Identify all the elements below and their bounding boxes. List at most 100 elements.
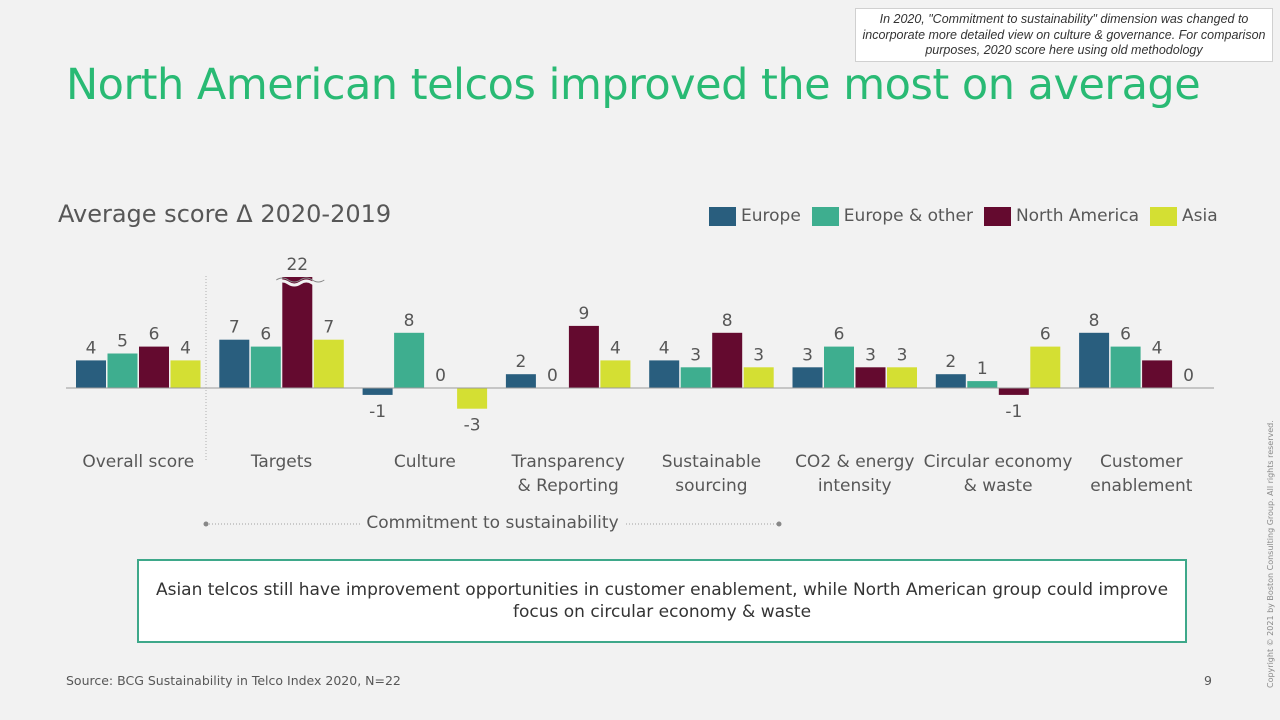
category-label-line: & Reporting [517, 476, 619, 496]
legend-item-europe-other: Europe & other [811, 206, 973, 226]
bar-sustainable-sourcing-asia [743, 367, 774, 388]
legend-label: Europe & other [843, 206, 973, 226]
legend-item-europe: Europe [709, 206, 801, 226]
bar-circular-economy-waste-europe-other [967, 381, 998, 388]
data-label: 8 [1089, 311, 1100, 331]
bar-circular-economy-waste-north-america [998, 388, 1029, 395]
legend-swatch [811, 206, 839, 226]
legend-swatch [709, 206, 736, 226]
page-number: 9 [1204, 673, 1212, 688]
data-label: -3 [464, 416, 481, 436]
data-label: 3 [865, 345, 876, 365]
data-label: 0 [435, 366, 446, 386]
data-label: 6 [834, 325, 845, 345]
category-label-line: Culture [393, 452, 456, 472]
bar-overall-score-europe-other [107, 353, 138, 388]
axis-break-mark [275, 279, 326, 287]
legend-item-asia: Asia [1150, 206, 1218, 226]
methodology-note: In 2020, "Commitment to sustainability" … [855, 8, 1273, 62]
category-label: Customer enablement [1066, 450, 1216, 498]
category-label-line: Circular economy [923, 452, 1073, 472]
legend-item-north-america: North America [983, 206, 1140, 226]
data-label: 22 [286, 255, 308, 275]
bar-transparency-reporting-north-america [568, 325, 599, 388]
legend-label: Europe [741, 206, 801, 226]
bar-sustainable-sourcing-north-america [712, 332, 743, 388]
category-label: Transparency & Reporting [493, 450, 643, 498]
category-label-line: CO2 & energy [795, 452, 915, 472]
data-label: 7 [229, 318, 240, 338]
bar-co2-energy-intensity-europe [792, 367, 823, 388]
bar-co2-energy-intensity-europe-other [824, 346, 854, 388]
data-label: 0 [547, 366, 558, 386]
data-label: 8 [404, 311, 415, 331]
data-label: 2 [945, 352, 956, 372]
category-label-line: Sustainable [661, 452, 762, 472]
data-label: 6 [260, 325, 271, 345]
bar-culture-europe [362, 388, 393, 395]
category-label-line: sourcing [675, 476, 748, 496]
bar-culture-asia [457, 388, 488, 409]
data-label: 0 [1183, 366, 1194, 386]
chart-legend: Europe Europe & other North America Asia [709, 206, 1229, 226]
data-label: 6 [149, 325, 160, 345]
data-label: 1 [977, 359, 988, 379]
category-label-line: Transparency [511, 452, 625, 472]
data-label: 9 [578, 304, 589, 324]
axis-break-line [276, 277, 325, 283]
bar-customer-enablement-europe-other [1110, 346, 1141, 388]
category-label-line: Customer [1100, 452, 1183, 472]
category-label-line: Overall score [82, 452, 195, 472]
data-label: 3 [753, 345, 764, 365]
page-title: North American telcos improved the most … [66, 60, 1201, 110]
bar-overall-score-north-america [139, 346, 169, 388]
bar-sustainable-sourcing-europe-other [680, 367, 711, 388]
data-label: 7 [323, 318, 334, 338]
data-label: 6 [1120, 325, 1131, 345]
data-label: 3 [802, 345, 813, 365]
bar-targets-north-america [282, 277, 313, 388]
commitment-label: Commitment to sustainability [360, 513, 625, 533]
bar-transparency-reporting-asia [600, 360, 631, 388]
legend-label: North America [1015, 206, 1140, 226]
data-label: 4 [1152, 338, 1163, 358]
copyright-notice: Copyright © 2021 by Boston Consulting Gr… [1266, 420, 1275, 688]
bar-circular-economy-waste-europe [935, 374, 966, 388]
data-label: 8 [722, 311, 733, 331]
category-label-line: & waste [963, 476, 1033, 496]
bar-co2-energy-intensity-north-america [855, 367, 886, 388]
category-label-line: enablement [1090, 476, 1193, 496]
category-label-line: Targets [250, 452, 313, 472]
category-label: Circular economy & waste [923, 450, 1073, 498]
bar-circular-economy-waste-asia [1030, 346, 1061, 388]
insight-callout: Asian telcos still have improvement oppo… [137, 559, 1187, 643]
data-label: 4 [86, 338, 97, 358]
category-label: Overall score [63, 450, 213, 474]
data-label: 6 [1040, 325, 1051, 345]
bar-co2-energy-intensity-asia [887, 367, 917, 388]
bar-targets-asia [313, 339, 344, 388]
legend-label: Asia [1182, 206, 1218, 226]
bar-overall-score-europe [76, 360, 106, 388]
data-label: 3 [690, 345, 701, 365]
data-label: -1 [369, 402, 386, 422]
bar-customer-enablement-europe [1079, 332, 1110, 388]
bar-overall-score-asia [170, 360, 201, 388]
category-label: Targets [207, 450, 357, 474]
category-label: CO2 & energy intensity [780, 450, 930, 498]
data-label: 5 [117, 332, 128, 352]
data-label: 3 [897, 345, 908, 365]
category-label-line: intensity [817, 476, 892, 496]
source-note: Source: BCG Sustainability in Telco Inde… [66, 673, 401, 688]
data-label: 4 [180, 338, 191, 358]
category-label: Culture [350, 450, 500, 474]
bar-transparency-reporting-europe [505, 374, 536, 388]
bar-targets-europe [219, 339, 250, 388]
commitment-bracket [203, 521, 782, 527]
bar-customer-enablement-north-america [1142, 360, 1173, 388]
data-label: -1 [1005, 402, 1022, 422]
chart-title: Average score Δ 2020-2019 [58, 200, 392, 228]
legend-swatch [1150, 206, 1178, 226]
bar-sustainable-sourcing-europe [649, 360, 680, 388]
data-label: 2 [515, 352, 526, 372]
